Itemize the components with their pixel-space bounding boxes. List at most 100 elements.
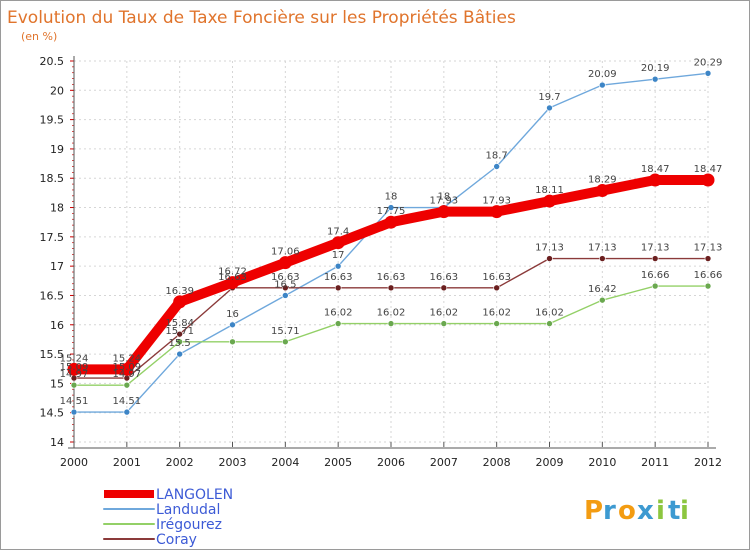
data-label: 16.5 xyxy=(274,279,296,290)
data-label: 16.02 xyxy=(430,308,459,319)
data-label: 15.84 xyxy=(165,318,194,329)
chart-title: Evolution du Taux de Taxe Foncière sur l… xyxy=(7,8,516,28)
y-tick-label: 14 xyxy=(50,436,64,449)
data-label: 15.24 xyxy=(113,353,142,364)
chart-subtitle: (en %) xyxy=(21,30,57,43)
y-tick-label: 17.5 xyxy=(40,231,65,244)
data-label: 16.63 xyxy=(271,272,300,283)
legend-label: Irégourez xyxy=(156,517,222,533)
data-label: 16.42 xyxy=(588,284,617,295)
data-point xyxy=(331,236,345,250)
x-tick-label: 2009 xyxy=(536,456,564,469)
data-point xyxy=(282,292,289,299)
data-point xyxy=(173,295,187,309)
data-point xyxy=(334,284,342,292)
data-label: 17.75 xyxy=(377,206,406,217)
x-tick-label: 2000 xyxy=(60,456,88,469)
data-label: 16.63 xyxy=(377,272,406,283)
data-point xyxy=(437,205,451,219)
y-tick-label: 19 xyxy=(50,143,64,156)
data-point xyxy=(123,408,131,416)
logo-letter: r xyxy=(603,496,616,526)
data-point xyxy=(282,284,289,292)
x-tick-label: 2007 xyxy=(430,456,458,469)
data-label: 16.72 xyxy=(218,267,247,278)
data-label: 17.13 xyxy=(694,243,723,254)
data-point xyxy=(334,320,342,327)
data-label: 18 xyxy=(385,192,398,203)
data-label: 16.02 xyxy=(482,308,511,319)
data-point xyxy=(543,194,556,208)
data-point xyxy=(493,320,500,327)
data-point xyxy=(493,284,500,292)
data-label: 15.71 xyxy=(271,326,300,337)
data-label: 16.66 xyxy=(694,270,723,281)
data-point xyxy=(704,255,712,262)
data-point xyxy=(599,81,606,89)
legend-label: LANGOLEN xyxy=(156,487,233,503)
data-point xyxy=(490,205,504,219)
y-tick-label: 17 xyxy=(50,260,64,273)
x-tick-label: 2011 xyxy=(641,456,669,469)
y-tick-label: 14.5 xyxy=(40,407,65,420)
data-label: 19.7 xyxy=(538,92,560,103)
data-label: 20.19 xyxy=(641,63,670,74)
y-tick-label: 15.5 xyxy=(40,348,65,361)
y-tick-label: 16.5 xyxy=(40,289,65,302)
data-label: 14.97 xyxy=(113,369,142,380)
data-label: 16 xyxy=(226,309,239,320)
data-point xyxy=(120,362,134,376)
data-point xyxy=(384,215,398,229)
data-label: 15.5 xyxy=(169,338,191,349)
data-point xyxy=(704,282,712,290)
data-label: 15.09 xyxy=(60,362,89,373)
data-point xyxy=(229,338,236,346)
data-label: 17.13 xyxy=(535,243,564,254)
y-tick-label: 16 xyxy=(50,319,64,332)
y-tick-label: 19.5 xyxy=(40,114,65,127)
data-point xyxy=(387,284,395,292)
data-point xyxy=(229,321,236,329)
data-point xyxy=(595,184,609,198)
y-tick-label: 20.5 xyxy=(40,55,65,68)
logo-letter: t xyxy=(668,496,680,526)
data-point xyxy=(123,381,131,389)
data-label: 16.63 xyxy=(482,272,511,283)
data-point xyxy=(440,320,448,327)
data-point xyxy=(282,338,289,346)
x-tick-label: 2004 xyxy=(271,456,299,469)
logo-letter: o xyxy=(618,496,636,526)
data-labels: 14.51 14.51 15.5 16 16.5 17 18 18 18.7 19.7 20.09 2… xyxy=(60,57,723,407)
data-label: 17 xyxy=(332,250,345,261)
data-point xyxy=(70,381,78,389)
data-label: 18 xyxy=(437,192,450,203)
data-label: 16.02 xyxy=(324,308,353,319)
y-tick-label: 18 xyxy=(50,202,64,215)
data-point xyxy=(546,320,553,327)
data-point xyxy=(493,163,500,170)
data-point xyxy=(278,256,292,270)
x-tick-label: 2003 xyxy=(219,456,247,469)
data-point xyxy=(176,338,183,346)
data-label: 16.63 xyxy=(324,272,353,283)
data-point xyxy=(176,330,183,338)
data-label: 17.93 xyxy=(482,196,511,207)
x-tick-label: 2002 xyxy=(166,456,194,469)
data-label: 16.39 xyxy=(165,286,194,297)
data-point xyxy=(599,296,606,304)
y-tick-label: 15 xyxy=(50,377,64,390)
data-label: 17.06 xyxy=(271,247,300,258)
x-tick-label: 2005 xyxy=(324,456,352,469)
y-tick-label: 20 xyxy=(50,84,64,97)
data-point xyxy=(67,362,81,376)
data-point xyxy=(704,70,712,77)
data-label: 18.29 xyxy=(588,175,617,186)
y-tick-label: 18.5 xyxy=(40,172,65,185)
logo-letter: i xyxy=(656,496,665,526)
data-label: 14.51 xyxy=(113,396,142,407)
data-label: 17.13 xyxy=(641,243,670,254)
